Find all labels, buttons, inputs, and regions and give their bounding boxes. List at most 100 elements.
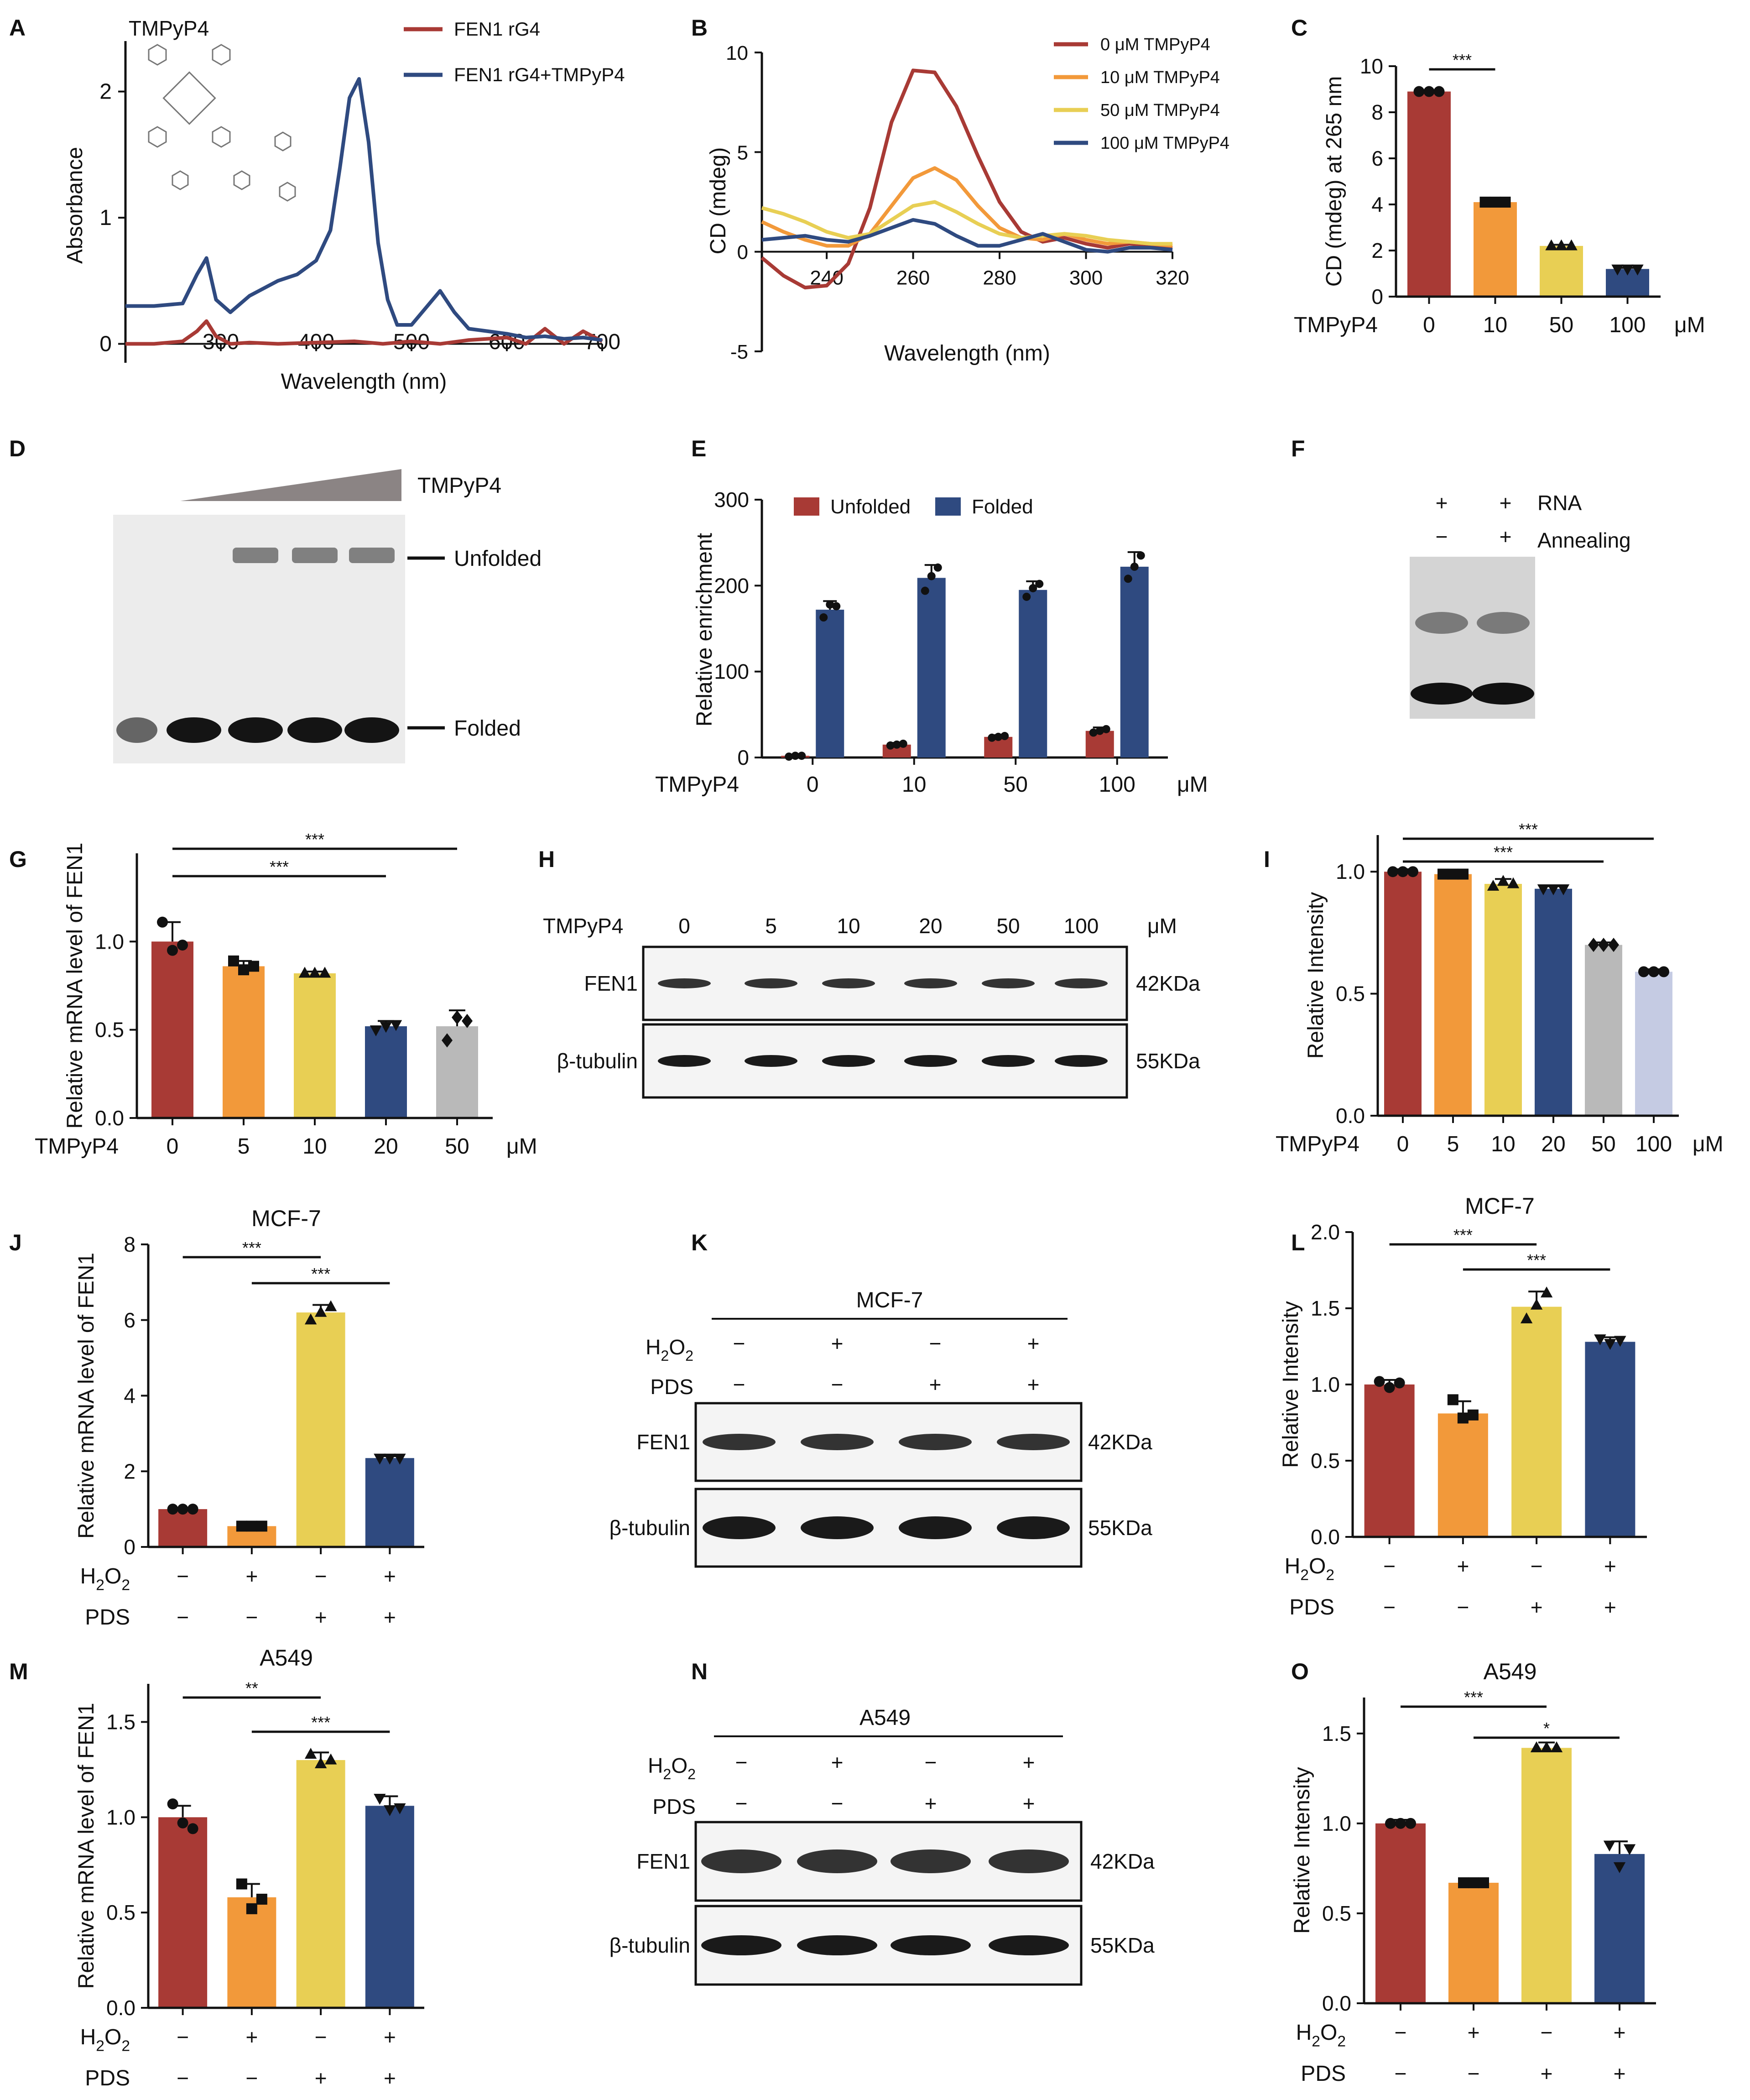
bar [1535, 888, 1572, 1116]
blot-band [801, 1516, 874, 1539]
data-point [1550, 1741, 1563, 1752]
data-point [1613, 1862, 1626, 1873]
blot-band [891, 1935, 971, 1955]
data-point [462, 1013, 473, 1028]
h2o2-sign: + [831, 1750, 844, 1774]
y-tick-label: 10 [1360, 54, 1383, 78]
data-point [1022, 592, 1031, 601]
blot-band [745, 978, 797, 988]
treatment-sign: − [1531, 1554, 1543, 1578]
y-tick-label: 2 [124, 1459, 135, 1483]
bar [1585, 1342, 1635, 1537]
rna-sign: + [1436, 491, 1448, 515]
pyridyl-ring-icon [148, 44, 167, 66]
data-point [1547, 884, 1560, 896]
dose-label: 10 [837, 914, 860, 938]
y-tick-label: 8 [124, 1233, 135, 1256]
data-point [1433, 86, 1445, 97]
legend-entry: 0 μM TMPyP4 [1100, 35, 1210, 54]
data-point [1394, 1377, 1405, 1389]
x-tick-label: 5 [238, 1134, 250, 1159]
blot-band [899, 1516, 972, 1539]
x-tick-label: 50 [1004, 773, 1028, 797]
data-point [1413, 86, 1425, 97]
h2o2-sign: + [1023, 1750, 1035, 1774]
treatment-sign: − [177, 1605, 189, 1629]
panel-l: 0.0 0.5 1.0 1.5 2.0 Relative Intensity H2O2 − + −… [1279, 1193, 1647, 1619]
x-tick-label: 50 [1549, 313, 1573, 337]
significance-label: *** [270, 857, 289, 876]
treatment-row-label: H2O2 [80, 2025, 130, 2054]
data-point [1555, 239, 1568, 251]
blot-band [822, 1055, 875, 1067]
data-point [1500, 196, 1511, 208]
blot-band [658, 1055, 711, 1067]
legend-entry: 10 μM TMPyP4 [1100, 68, 1220, 87]
significance-label: *** [311, 1713, 330, 1732]
data-point [1457, 1412, 1469, 1424]
panel-letter-i: I [1264, 846, 1270, 872]
data-point [314, 1306, 327, 1317]
blot-box [642, 1023, 1128, 1099]
data-point [1029, 584, 1037, 592]
data-point [1497, 875, 1510, 886]
data-point [298, 966, 311, 978]
panel-m: 0.0 0.5 1.0 1.5 Relative mRNA level of FEN1 H… [74, 1645, 424, 2090]
bar [227, 1897, 276, 2008]
folded-band [167, 717, 221, 743]
data-point [1395, 1818, 1406, 1829]
data-point [1603, 1840, 1616, 1852]
h2o2-sign: − [733, 1332, 745, 1355]
bar [151, 941, 193, 1118]
blot-size-label: 42KDa [1090, 1849, 1155, 1873]
panel-letter-g: G [9, 846, 27, 872]
bar [1120, 566, 1149, 757]
treatment-sign: − [1457, 1595, 1469, 1619]
data-point [238, 964, 249, 976]
legend-entry: Folded [972, 496, 1033, 518]
panel-f: + − + + RNA Annealing [1410, 491, 1631, 719]
treatment-row-label: PDS [1301, 2062, 1346, 2086]
band-label-unfolded: Unfolded [454, 547, 542, 571]
unfolded-band [233, 548, 278, 563]
x-group-label: TMPyP4 [1276, 1132, 1359, 1156]
y-tick-label: 0 [124, 1535, 135, 1559]
data-point [1537, 884, 1550, 896]
panel-letter-h: H [538, 846, 555, 872]
treatment-row-label: PDS [85, 2066, 130, 2090]
blot-band [904, 978, 957, 988]
y-tick-label: 200 [714, 574, 749, 597]
bar [1364, 1384, 1415, 1537]
chart-title: A549 [1484, 1659, 1537, 1684]
h2o2-sign: + [831, 1332, 844, 1355]
data-point [1530, 1298, 1543, 1310]
data-point [1374, 1376, 1385, 1387]
blot-band [797, 1935, 877, 1955]
series-line [760, 68, 1173, 290]
bar [365, 1026, 407, 1118]
pds-sign: + [1027, 1373, 1040, 1396]
data-point [236, 1520, 247, 1532]
panel-o: 0.0 0.5 1.0 1.5 Relative Intensity H2O2 − + − + PD… [1290, 1659, 1656, 2086]
porphyrin-core-icon [162, 71, 216, 125]
panel-letter-o: O [1291, 1659, 1309, 1684]
data-point [1658, 966, 1669, 977]
data-point [791, 752, 800, 760]
x-group-label: TMPyP4 [35, 1134, 119, 1159]
y-tick-label: 0.5 [1336, 982, 1365, 1006]
bar [158, 1817, 208, 2008]
x-tick-label: 10 [302, 1134, 327, 1159]
data-point [1423, 86, 1435, 97]
data-point [1035, 580, 1044, 588]
treatment-sign: + [1531, 1595, 1543, 1619]
blot-label: FEN1 [636, 1849, 690, 1873]
data-point [1095, 726, 1104, 735]
data-point [921, 586, 929, 595]
treatment-sign: + [384, 1564, 396, 1588]
bar [1511, 1306, 1562, 1537]
data-point [177, 940, 188, 951]
panel-letter-f: F [1291, 436, 1305, 461]
blot-box [642, 946, 1128, 1021]
